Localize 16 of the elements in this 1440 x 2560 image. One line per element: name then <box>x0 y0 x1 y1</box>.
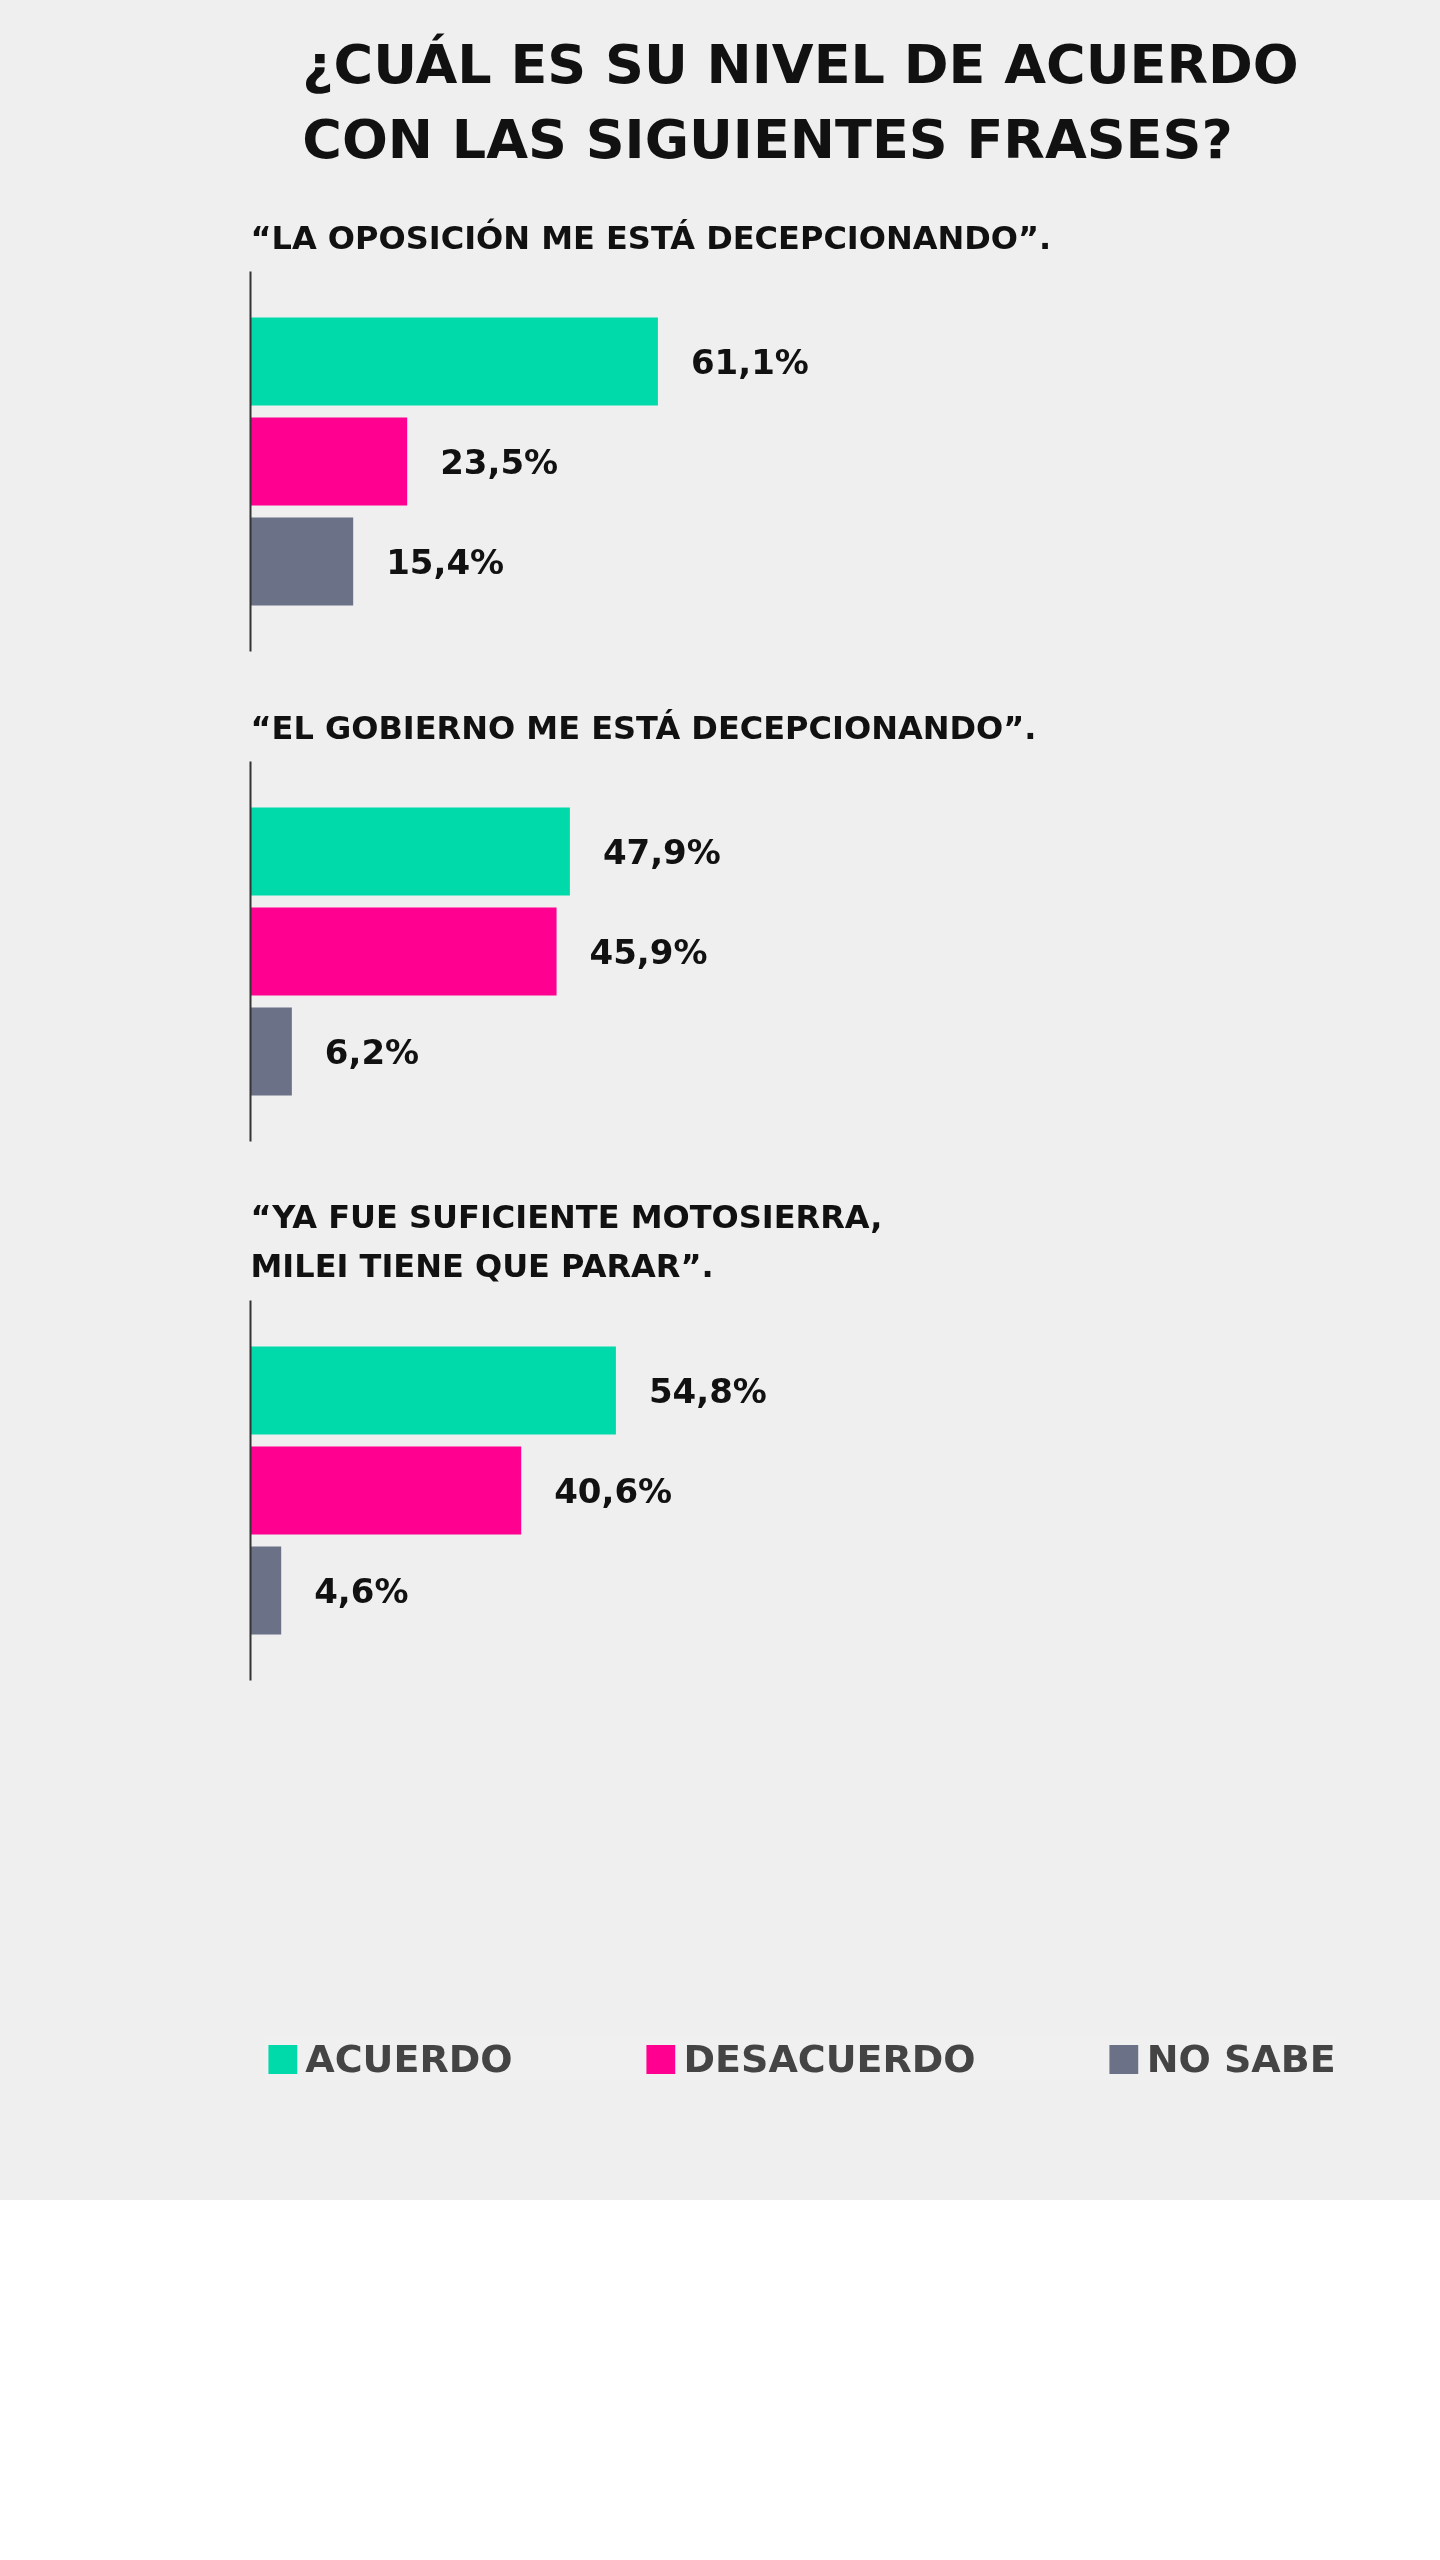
data-label: 6,2% <box>324 1031 420 1072</box>
text: ¿CUÁL ES SU NIVEL DE ACUERDO CON LAS SIGUIENTES FRASES? <box>302 32 1299 172</box>
data-label: 47,9% <box>602 831 721 872</box>
chart-subtitle: “YA FUE SUFICIENTE MOTOSIERRA, MILEI TIENE QUE PARAR”. <box>250 1198 883 1286</box>
text: “EL GOBIERNO ME ESTÁ DECEPCIONANDO”. <box>250 708 1037 747</box>
data-label: 23,5% <box>440 441 559 482</box>
legend-label: ACUERDO <box>305 2037 513 2081</box>
chart-subtitle: “LA OPOSICIÓN ME ESTÁ DECEPCIONANDO”. <box>250 217 1052 257</box>
data-label: 61,1% <box>690 341 809 382</box>
data-label: 40,6% <box>554 1470 673 1511</box>
legend-label: NO SABE <box>1146 2037 1336 2081</box>
data-label: 45,9% <box>589 931 708 972</box>
data-label: 15,4% <box>386 541 505 582</box>
data-label: 4,6% <box>314 1570 409 1611</box>
data-label: 54,8% <box>648 1370 767 1411</box>
legend-label: DESACUERDO <box>683 2037 976 2081</box>
